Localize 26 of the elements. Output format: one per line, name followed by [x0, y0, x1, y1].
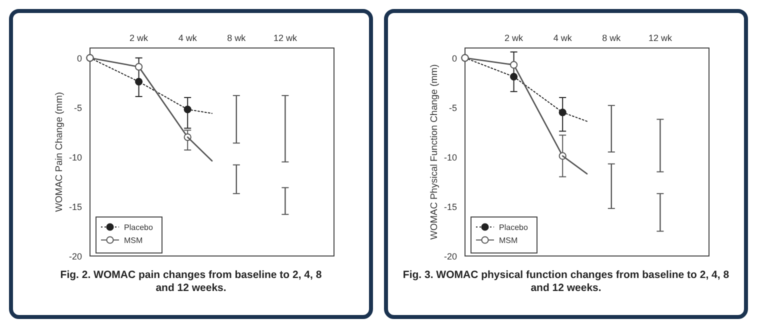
y-axis-title: WOMAC Physical Function Change (mm)	[429, 64, 440, 240]
text: Fig. 2. WOMAC pain changes from baseline to 2, 4, 8 and 12 weeks.	[60, 269, 322, 294]
y-tick-label: 0	[76, 53, 82, 64]
y-tick-label: -5	[74, 102, 82, 113]
x-tick-label: 8 wk	[227, 33, 246, 43]
legend-label: Placebo	[124, 223, 154, 232]
y-tick-label: -15	[68, 202, 82, 212]
y-tick-label: -5	[448, 102, 457, 113]
y-tick-label: 0	[452, 53, 457, 64]
y-tick-label: -10	[444, 152, 457, 162]
x-tick-label: 4 wk	[178, 33, 198, 43]
y-tick-label: -20	[444, 252, 457, 262]
x-tick-label: 12 wk	[273, 33, 298, 43]
legend-label: MSM	[124, 236, 143, 245]
legend-label: MSM	[499, 236, 518, 245]
y-tick-label: -15	[444, 202, 457, 212]
y-axis-title: WOMAC Pain Change (mm)	[54, 92, 65, 212]
x-tick-label: 12 wk	[648, 33, 672, 43]
x-tick-label: 4 wk	[553, 33, 572, 43]
y-tick-label: -10	[68, 152, 82, 162]
legend-label: Placebo	[499, 223, 528, 232]
x-tick-label: 2 wk	[130, 33, 149, 43]
x-tick-label: 2 wk	[504, 33, 524, 43]
x-tick-label: 8 wk	[602, 33, 622, 43]
text: Fig. 3. WOMAC physical function changes from baseline to 2, 4, 8 and 12 weeks.	[402, 269, 730, 294]
y-tick-label: -20	[68, 252, 82, 262]
